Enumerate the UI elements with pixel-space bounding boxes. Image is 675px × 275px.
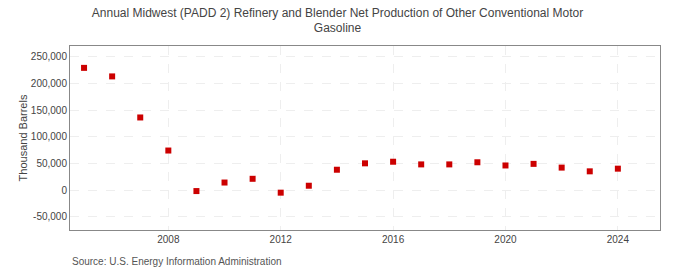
svg-text:2016: 2016: [382, 234, 405, 245]
svg-text:50,000: 50,000: [36, 158, 67, 169]
svg-text:2024: 2024: [607, 234, 630, 245]
svg-text:-50,000: -50,000: [33, 211, 67, 222]
svg-text:200,000: 200,000: [31, 78, 68, 89]
svg-text:2012: 2012: [270, 234, 293, 245]
svg-text:Thousand Barrels: Thousand Barrels: [17, 94, 29, 181]
svg-text:Annual Midwest (PADD 2) Refine: Annual Midwest (PADD 2) Refinery and Ble…: [92, 6, 583, 36]
svg-text:100,000: 100,000: [31, 131, 68, 142]
svg-text:150,000: 150,000: [31, 105, 68, 116]
svg-text:2020: 2020: [494, 234, 517, 245]
svg-text:0: 0: [61, 185, 67, 196]
svg-text:250,000: 250,000: [31, 51, 68, 62]
svg-text:2008: 2008: [157, 234, 180, 245]
svg-text:Source: U.S. Energy Informatio: Source: U.S. Energy Information Administ…: [72, 256, 282, 267]
